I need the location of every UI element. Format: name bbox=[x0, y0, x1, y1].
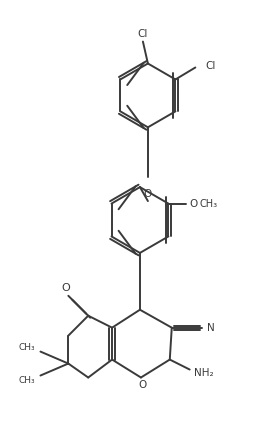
Text: CH₃: CH₃ bbox=[18, 343, 35, 352]
Text: CH₃: CH₃ bbox=[199, 198, 217, 209]
Text: O: O bbox=[139, 380, 147, 391]
Text: O: O bbox=[144, 189, 152, 199]
Text: N: N bbox=[207, 323, 214, 333]
Text: Cl: Cl bbox=[138, 28, 148, 39]
Text: O: O bbox=[189, 198, 197, 209]
Text: NH₂: NH₂ bbox=[194, 368, 213, 377]
Text: CH₃: CH₃ bbox=[18, 376, 35, 385]
Text: Cl: Cl bbox=[205, 61, 215, 72]
Text: O: O bbox=[61, 283, 70, 293]
